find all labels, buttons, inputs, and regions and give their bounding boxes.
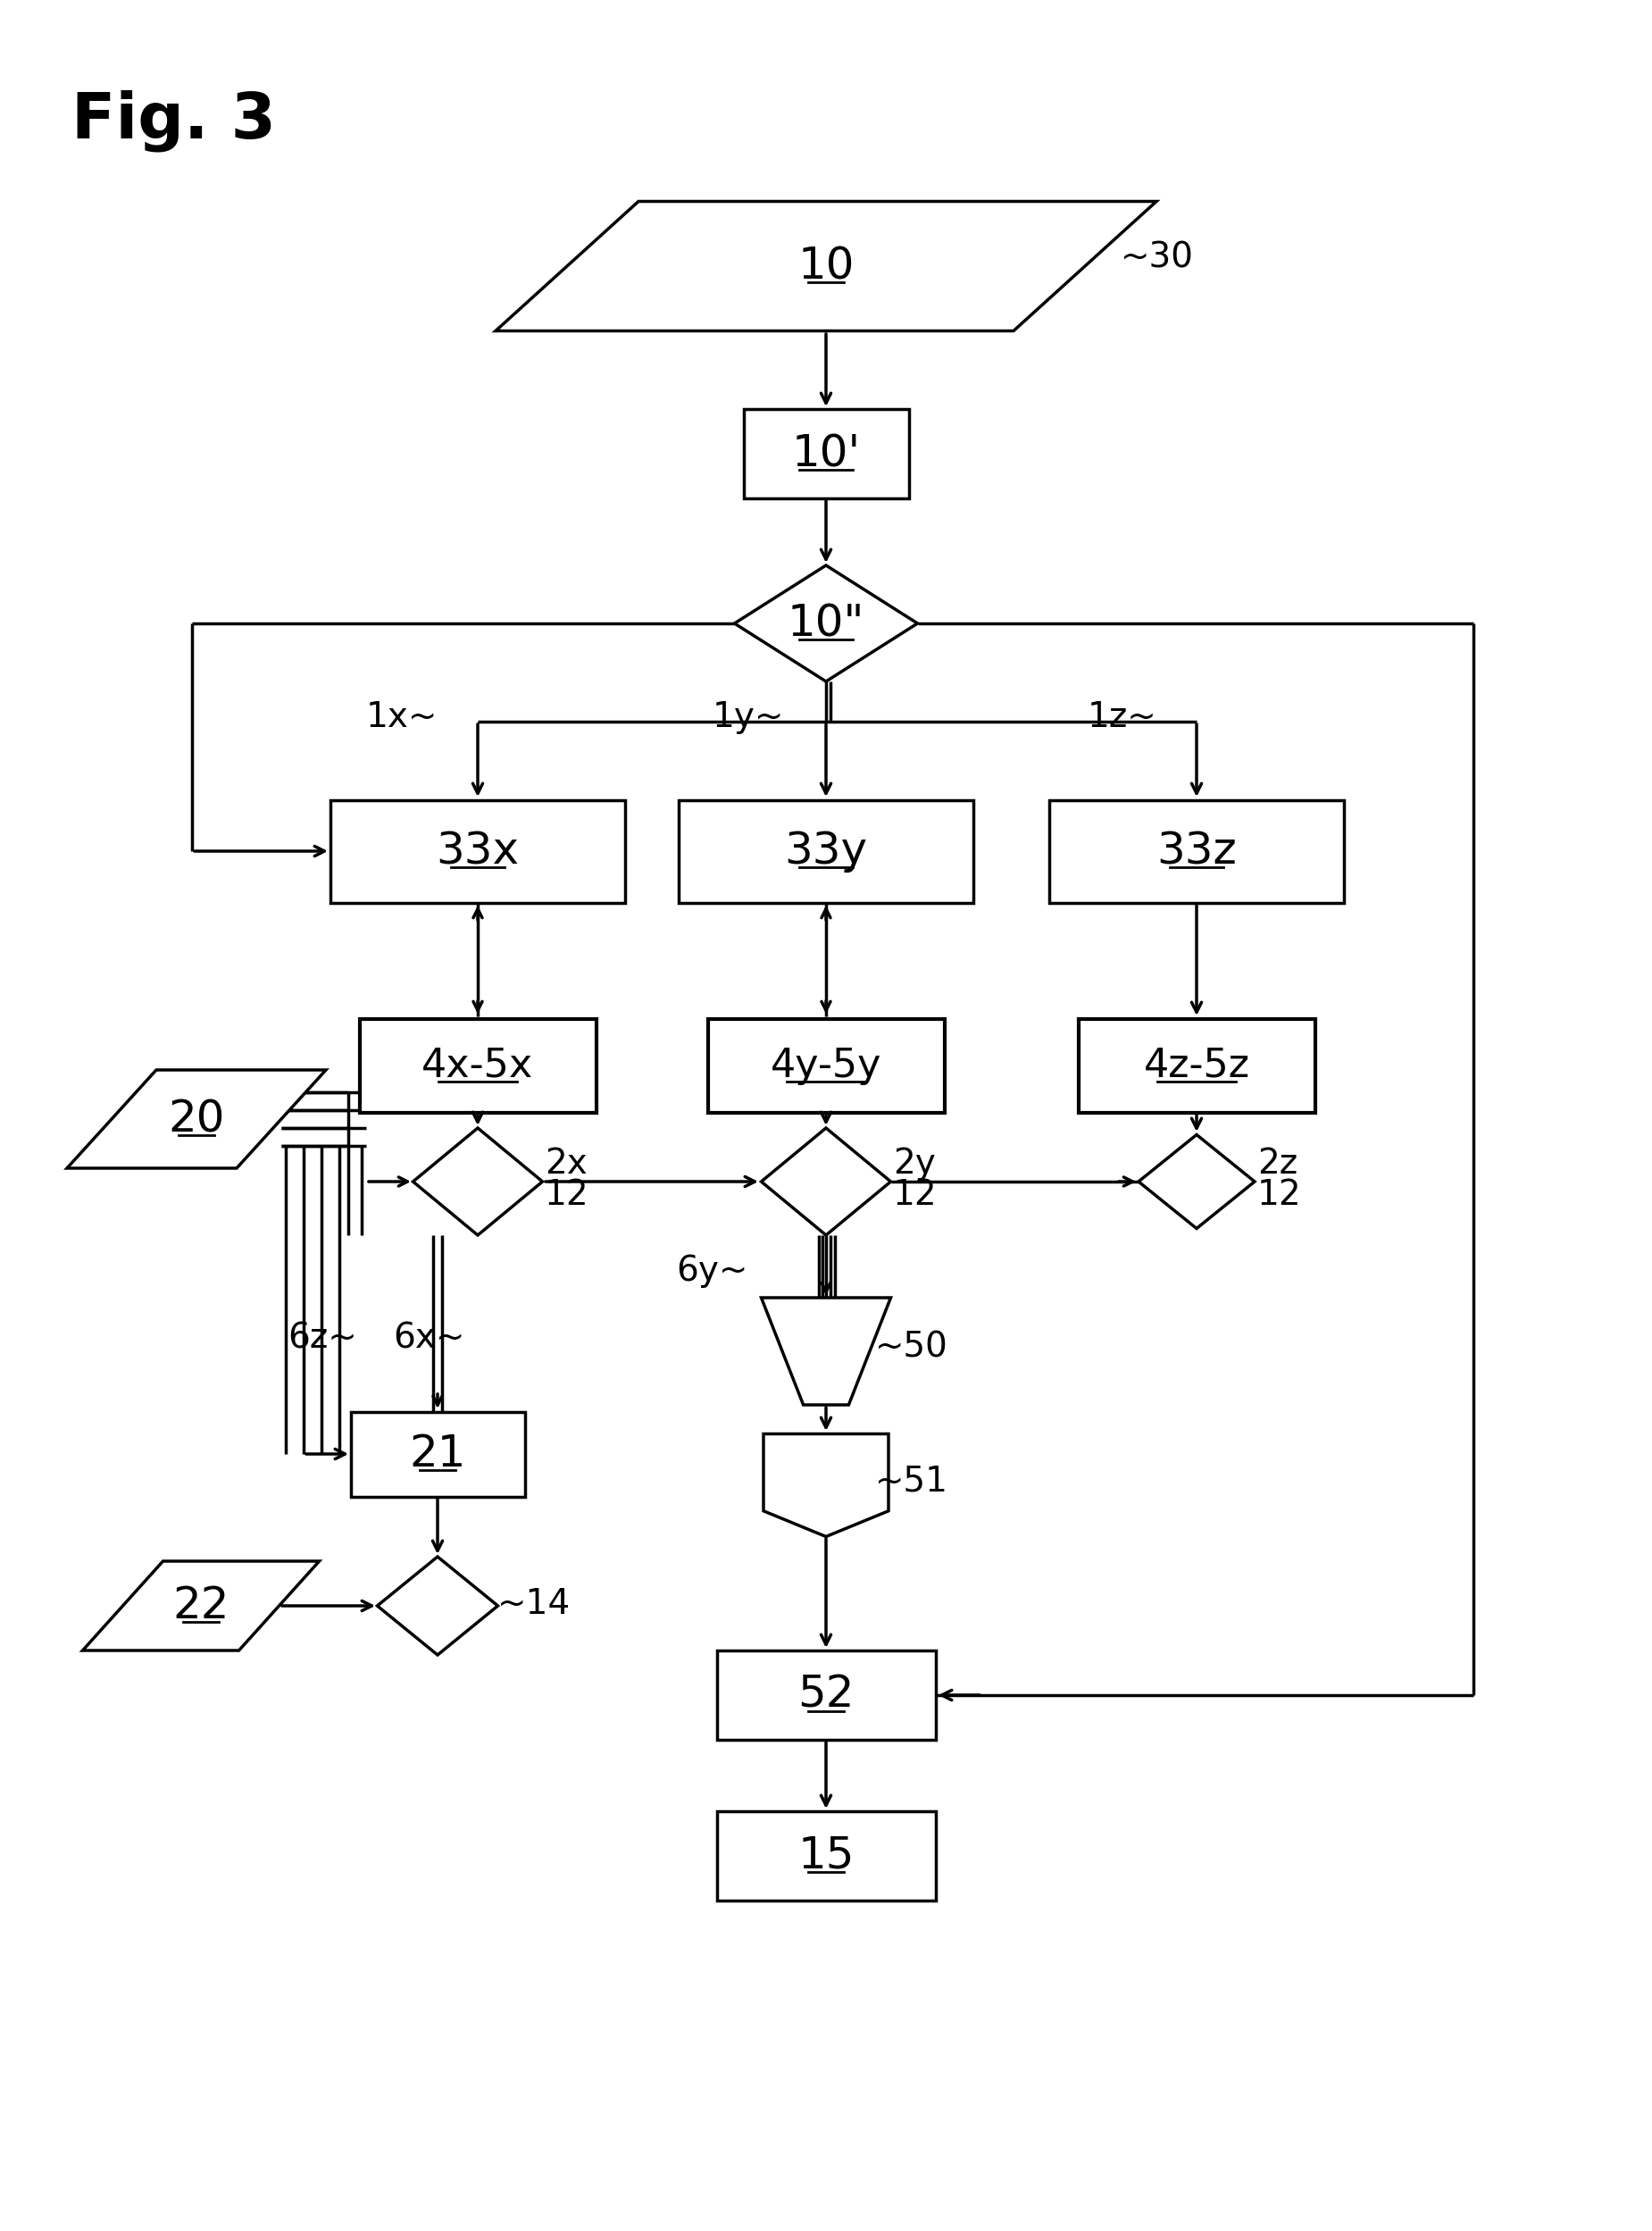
Text: 2x: 2x xyxy=(545,1147,588,1180)
Text: 21: 21 xyxy=(410,1432,466,1475)
Polygon shape xyxy=(413,1129,542,1236)
Text: 12: 12 xyxy=(545,1178,590,1211)
Text: ~14: ~14 xyxy=(497,1586,570,1622)
Bar xyxy=(679,799,973,904)
Text: 1x~: 1x~ xyxy=(365,701,438,734)
Text: 12: 12 xyxy=(1257,1178,1302,1211)
Bar xyxy=(350,1412,525,1497)
Text: 6y~: 6y~ xyxy=(677,1254,748,1287)
Text: ~30: ~30 xyxy=(1120,241,1194,274)
Bar xyxy=(743,408,909,498)
Text: 10": 10" xyxy=(788,602,864,645)
Text: 6z~: 6z~ xyxy=(287,1321,357,1354)
Text: 33y: 33y xyxy=(785,830,867,872)
Text: ~51: ~51 xyxy=(876,1464,948,1497)
Text: 33x: 33x xyxy=(436,830,519,872)
Text: 22: 22 xyxy=(172,1584,230,1626)
Bar xyxy=(707,1020,945,1113)
Text: 20: 20 xyxy=(169,1098,225,1140)
Text: 2z: 2z xyxy=(1257,1147,1297,1180)
Polygon shape xyxy=(68,1071,325,1169)
Bar xyxy=(717,1651,935,1740)
Polygon shape xyxy=(496,201,1156,330)
Polygon shape xyxy=(763,1435,889,1537)
Polygon shape xyxy=(1138,1136,1254,1229)
Bar xyxy=(1079,1020,1315,1113)
Text: Fig. 3: Fig. 3 xyxy=(71,89,276,152)
Text: 15: 15 xyxy=(798,1834,854,1876)
Text: 4z-5z: 4z-5z xyxy=(1143,1046,1249,1084)
Text: 52: 52 xyxy=(798,1673,854,1716)
Polygon shape xyxy=(762,1129,890,1236)
Bar xyxy=(717,1812,935,1901)
Text: 4y-5y: 4y-5y xyxy=(770,1046,882,1084)
Bar xyxy=(360,1020,596,1113)
Text: 1z~: 1z~ xyxy=(1087,701,1156,734)
Text: 10': 10' xyxy=(791,433,861,475)
Text: 12: 12 xyxy=(894,1178,937,1211)
Bar xyxy=(330,799,624,904)
Polygon shape xyxy=(762,1298,890,1406)
Text: 6x~: 6x~ xyxy=(393,1321,464,1354)
Bar xyxy=(1049,799,1345,904)
Text: 4x-5x: 4x-5x xyxy=(421,1046,534,1084)
Polygon shape xyxy=(83,1562,319,1651)
Text: 10: 10 xyxy=(798,245,854,288)
Text: ~50: ~50 xyxy=(876,1330,948,1363)
Text: 2y: 2y xyxy=(894,1147,935,1180)
Text: 33z: 33z xyxy=(1156,830,1237,872)
Text: 1y~: 1y~ xyxy=(712,701,785,734)
Polygon shape xyxy=(735,564,917,680)
Polygon shape xyxy=(377,1557,497,1655)
